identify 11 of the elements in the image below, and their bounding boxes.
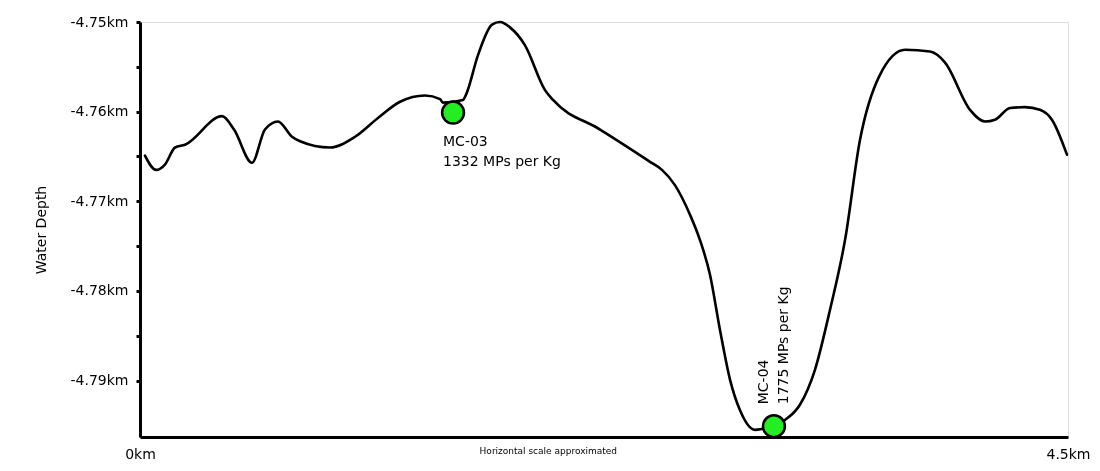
y-tick-label: -4.76km <box>70 103 129 120</box>
y-tick-label: -4.75km <box>70 13 129 30</box>
annotation: MC-03 1332 MPs per Kg <box>443 132 561 169</box>
x-tick-label: 0km <box>125 445 156 462</box>
y-tick-label: -4.79km <box>70 372 129 389</box>
x-tick-label: 4.5km <box>1046 445 1091 462</box>
annotation: MC-04 1775 MPs per Kg <box>754 286 791 405</box>
text: Horizontal scale approximated <box>479 446 618 456</box>
y-tick-label: -4.77km <box>70 192 129 209</box>
y-tick-label: -4.78km <box>70 282 129 299</box>
y-axis-title: Water Depth <box>32 185 49 275</box>
